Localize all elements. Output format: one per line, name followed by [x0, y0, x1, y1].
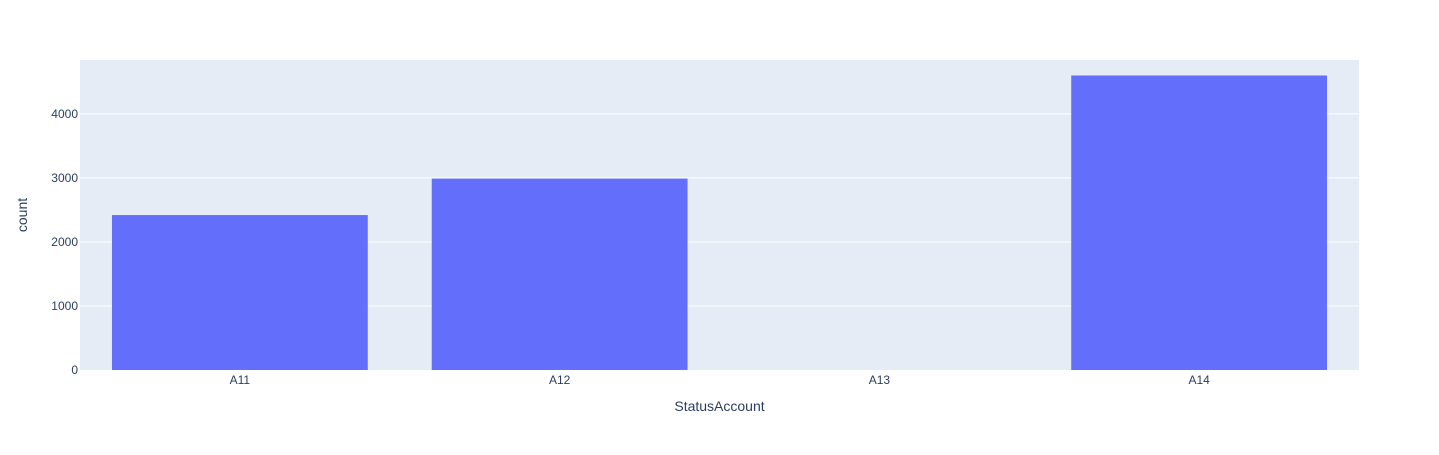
x-axis-ticks: A11 A12 A13 A14	[230, 373, 1210, 387]
y-tick-label: 2000	[51, 235, 78, 249]
x-tick-label: A13	[869, 373, 891, 387]
bar-a12[interactable]	[431, 178, 688, 370]
y-tick-label: 1000	[51, 299, 78, 313]
y-axis-ticks: 0 1000 2000 3000 4000	[51, 107, 78, 377]
bar-a14[interactable]	[1071, 75, 1328, 371]
x-axis-title: StatusAccount	[674, 398, 764, 414]
y-tick-label: 3000	[51, 171, 78, 185]
y-axis-title: count	[14, 198, 30, 232]
y-tick-label: 4000	[51, 107, 78, 121]
x-tick-label: A11	[230, 373, 251, 387]
bars	[111, 75, 1328, 371]
x-tick-label: A14	[1188, 373, 1210, 387]
x-tick-label: A12	[549, 373, 571, 387]
bar-a11[interactable]	[111, 215, 368, 370]
y-tick-label: 0	[71, 363, 78, 377]
